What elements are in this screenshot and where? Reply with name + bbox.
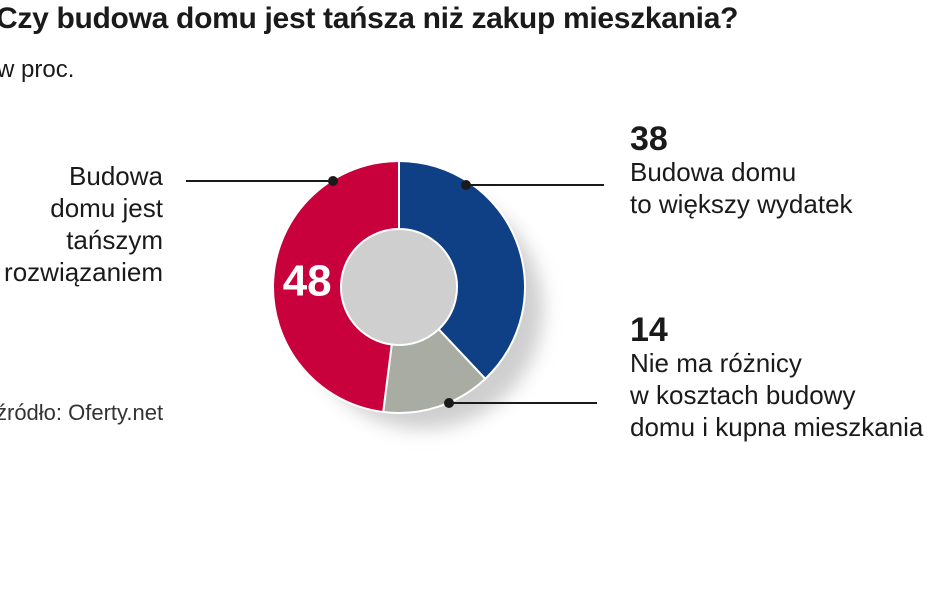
- slice-label-more-expensive: 38 Budowa domu to większy wydatek: [630, 122, 853, 220]
- slice-value-label: 14: [630, 311, 668, 349]
- slice-label-cheaper: Budowa domu jest tańszym rozwiązaniem: [0, 160, 163, 288]
- slice-label-line: to większy wydatek: [630, 189, 853, 219]
- leader-no-difference: [444, 398, 597, 408]
- slice-label-line: w kosztach budowy: [630, 380, 856, 410]
- source-note: źródło: Oferty.net: [0, 400, 164, 425]
- slice-value-label: 38: [630, 120, 668, 158]
- chart-subtitle: w proc.: [0, 56, 75, 83]
- slice-label-line: tańszym: [66, 225, 163, 255]
- slice-label-no-difference: 14 Nie ma różnicy w kosztach budowy domu…: [630, 313, 923, 443]
- slice-label-line: domu i kupna mieszkania: [630, 412, 924, 442]
- leader-more-expensive: [461, 180, 604, 190]
- slice-label-line: Budowa domu: [630, 157, 797, 187]
- leader-dot: [328, 176, 338, 186]
- leader-cheaper: [186, 176, 338, 186]
- slice-value-label-inside: 48: [283, 257, 332, 306]
- slice-label-line: domu jest: [50, 193, 163, 223]
- leader-dot: [461, 180, 471, 190]
- slice-label-line: Nie ma różnicy: [630, 348, 802, 378]
- slice-more-expensive: [398, 159, 526, 381]
- slice-label-line: Budowa: [69, 161, 163, 191]
- chart-title: Czy budowa domu jest tańsza niż zakup mi…: [0, 2, 739, 35]
- slice-cheaper: [272, 159, 400, 414]
- slice-label-line: rozwiązaniem: [4, 257, 163, 287]
- leader-dot: [444, 398, 454, 408]
